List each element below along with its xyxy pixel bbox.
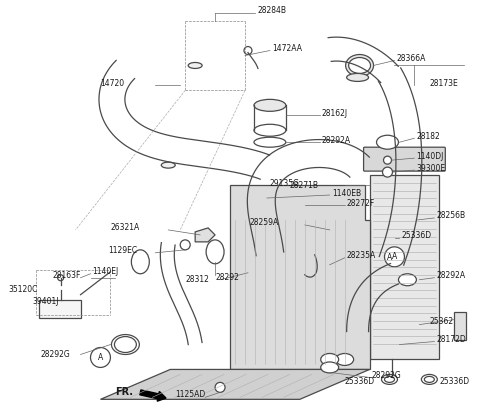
Text: 25336D: 25336D xyxy=(401,231,432,240)
Circle shape xyxy=(243,263,253,273)
Circle shape xyxy=(259,194,267,202)
Text: 28292: 28292 xyxy=(215,273,239,282)
Text: 39300E: 39300E xyxy=(416,164,445,173)
Ellipse shape xyxy=(254,137,286,147)
Text: 1129EC: 1129EC xyxy=(108,246,138,255)
Ellipse shape xyxy=(321,362,339,373)
Text: 35120C: 35120C xyxy=(9,285,38,294)
Text: 1140EB: 1140EB xyxy=(333,189,362,198)
Text: A: A xyxy=(392,252,397,261)
Circle shape xyxy=(384,247,405,267)
Polygon shape xyxy=(100,369,370,399)
Ellipse shape xyxy=(321,353,339,366)
Text: 28182: 28182 xyxy=(416,132,440,141)
Circle shape xyxy=(180,240,190,250)
Bar xyxy=(454,312,466,339)
Text: 28173E: 28173E xyxy=(429,79,458,88)
Text: 28292G: 28292G xyxy=(41,350,71,359)
Text: 25336D: 25336D xyxy=(439,377,469,386)
Text: A: A xyxy=(387,253,392,262)
Polygon shape xyxy=(324,225,360,248)
Text: 28162J: 28162J xyxy=(322,109,348,118)
Bar xyxy=(39,300,81,318)
Ellipse shape xyxy=(421,374,437,384)
Text: 28292A: 28292A xyxy=(436,271,466,280)
Ellipse shape xyxy=(114,337,136,353)
Text: 14720: 14720 xyxy=(100,79,125,88)
Polygon shape xyxy=(230,185,370,369)
Text: 29135G: 29135G xyxy=(270,179,300,188)
Circle shape xyxy=(91,348,110,367)
Text: 1140DJ: 1140DJ xyxy=(416,152,444,161)
Text: 28235A: 28235A xyxy=(347,251,376,260)
Ellipse shape xyxy=(161,162,175,168)
Text: 1140EJ: 1140EJ xyxy=(93,267,119,276)
Ellipse shape xyxy=(384,376,395,382)
Circle shape xyxy=(383,167,393,177)
Text: 28292A: 28292A xyxy=(322,136,351,145)
FancyBboxPatch shape xyxy=(363,147,445,171)
Text: 1472AA: 1472AA xyxy=(272,44,302,53)
Text: 28272F: 28272F xyxy=(347,198,375,207)
Ellipse shape xyxy=(254,99,286,111)
Ellipse shape xyxy=(132,250,149,274)
Text: 28312: 28312 xyxy=(185,275,209,284)
Text: 26321A: 26321A xyxy=(110,223,140,232)
Text: FR.: FR. xyxy=(115,387,133,398)
Bar xyxy=(370,175,439,360)
Ellipse shape xyxy=(382,374,397,384)
Ellipse shape xyxy=(424,376,434,382)
Ellipse shape xyxy=(388,375,396,380)
Text: 28172D: 28172D xyxy=(436,335,466,344)
Text: 28259A: 28259A xyxy=(250,218,279,227)
Polygon shape xyxy=(195,228,215,242)
Circle shape xyxy=(332,233,342,243)
Text: 25362: 25362 xyxy=(429,317,454,326)
Text: 28366A: 28366A xyxy=(396,54,426,63)
Text: A: A xyxy=(98,353,103,362)
Ellipse shape xyxy=(348,58,371,74)
Ellipse shape xyxy=(206,240,224,264)
Ellipse shape xyxy=(188,63,202,68)
Text: 25336D: 25336D xyxy=(345,377,375,386)
Circle shape xyxy=(380,248,399,268)
Circle shape xyxy=(215,382,225,392)
Text: 39401J: 39401J xyxy=(33,297,59,306)
Circle shape xyxy=(384,232,396,244)
Ellipse shape xyxy=(376,135,398,149)
Text: 28256B: 28256B xyxy=(436,211,466,220)
Ellipse shape xyxy=(347,74,369,81)
Ellipse shape xyxy=(346,54,373,76)
FancyArrow shape xyxy=(140,390,166,401)
Text: 28271B: 28271B xyxy=(290,180,319,189)
Text: 1125AD: 1125AD xyxy=(175,390,205,399)
Circle shape xyxy=(384,156,392,164)
Text: 28292G: 28292G xyxy=(372,371,401,380)
Circle shape xyxy=(58,275,64,281)
Ellipse shape xyxy=(398,274,416,286)
Text: 28284B: 28284B xyxy=(258,6,287,15)
Ellipse shape xyxy=(254,124,286,136)
Text: 28163F: 28163F xyxy=(53,271,81,280)
Ellipse shape xyxy=(336,353,354,366)
